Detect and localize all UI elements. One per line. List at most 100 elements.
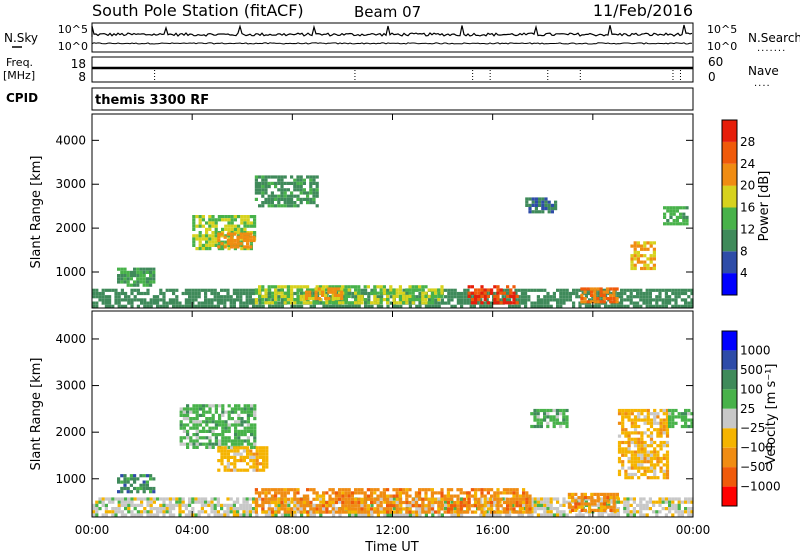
power-cell (117, 298, 121, 302)
velocity-cell (621, 463, 625, 467)
velocity-cell (237, 417, 241, 421)
power-cell (242, 291, 246, 296)
velocity-cell (684, 424, 688, 429)
power-cell (565, 288, 569, 292)
velocity-cell (325, 507, 329, 511)
velocity-cell (396, 513, 400, 517)
velocity-cell (653, 440, 657, 445)
velocity-cell (684, 497, 688, 501)
power-cell (267, 175, 271, 179)
power-cell (280, 197, 284, 201)
velocity-cell (627, 431, 631, 435)
velocity-cell (437, 513, 441, 517)
velocity-cell (684, 412, 688, 416)
power-cell (253, 221, 257, 225)
power-cell (620, 291, 624, 296)
power-cell (639, 304, 643, 308)
power-cell (210, 291, 214, 296)
power-cell (493, 301, 497, 305)
velocity-cell (254, 491, 258, 495)
velocity-cell (656, 463, 660, 467)
velocity-cell (181, 510, 185, 514)
power-cell (331, 301, 335, 305)
velocity-cell (124, 513, 128, 517)
power-cell (227, 227, 231, 231)
power-cell (200, 304, 204, 308)
power-cell (270, 291, 274, 295)
power-cell (230, 224, 234, 228)
velocity-cell (255, 446, 259, 450)
velocity-cell (431, 510, 435, 514)
power-cell (480, 285, 484, 289)
power-cell (357, 285, 361, 289)
power-cell (554, 207, 558, 211)
power-cell (249, 215, 253, 219)
power-cell (312, 178, 316, 182)
velocity-cell (95, 507, 99, 511)
power-cell (264, 188, 268, 192)
power-cell (302, 298, 306, 302)
velocity-cell (236, 468, 240, 472)
power-cell (643, 247, 647, 251)
power-cell (643, 244, 647, 248)
velocity-cell (277, 507, 281, 511)
power-cell (142, 277, 146, 281)
power-cell (421, 288, 425, 292)
power-cell (652, 288, 656, 292)
velocity-cell (483, 494, 487, 498)
velocity-cell (246, 429, 250, 433)
power-cell (133, 274, 137, 278)
velocity-cell (350, 500, 354, 505)
power-cell (669, 212, 673, 216)
velocity-cell (334, 494, 338, 498)
velocity-cell (254, 510, 258, 514)
power-cell (354, 288, 358, 292)
velocity-cell (502, 500, 506, 505)
power-cell (270, 294, 274, 298)
power-cell (367, 295, 371, 299)
power-cell (133, 267, 137, 271)
power-cell (629, 288, 633, 292)
velocity-cell (578, 513, 582, 517)
power-cell (205, 234, 209, 238)
velocity-cell (253, 417, 257, 421)
velocity-cell (202, 426, 206, 430)
velocity-cell (621, 421, 625, 425)
velocity-cell (617, 412, 622, 416)
velocity-cell (117, 497, 121, 501)
velocity-cell (467, 507, 471, 511)
velocity-cell (530, 503, 534, 507)
power-cell (149, 301, 153, 305)
power-cell (476, 301, 480, 305)
power-cell (92, 295, 96, 299)
velocity-cell (665, 418, 670, 422)
velocity-cell (518, 494, 522, 498)
power-cell (184, 301, 188, 305)
power-cell (175, 298, 179, 302)
velocity-cell (617, 408, 622, 413)
power-cell (517, 295, 521, 299)
velocity-cell (210, 497, 214, 501)
velocity-cell (249, 465, 253, 469)
velocity-cell (603, 496, 607, 500)
velocity-cell (270, 488, 274, 492)
velocity-cell (211, 417, 215, 421)
power-cell (467, 291, 471, 295)
velocity-cell (684, 421, 688, 425)
power-cell (395, 291, 399, 295)
power-cell (483, 291, 487, 295)
power-cell (559, 295, 563, 299)
power-cell (98, 295, 102, 299)
velocity-cell (486, 500, 490, 505)
power-cell (226, 232, 230, 236)
power-cell (540, 304, 544, 308)
power-cell (197, 288, 201, 292)
velocity-cell (168, 510, 172, 514)
power-cell (325, 301, 329, 305)
velocity-cell (376, 494, 380, 498)
power-cell (156, 301, 160, 305)
power-cell (204, 288, 208, 292)
velocity-cell (477, 504, 481, 508)
velocity-cell (664, 497, 668, 501)
velocity-cell (328, 504, 332, 508)
